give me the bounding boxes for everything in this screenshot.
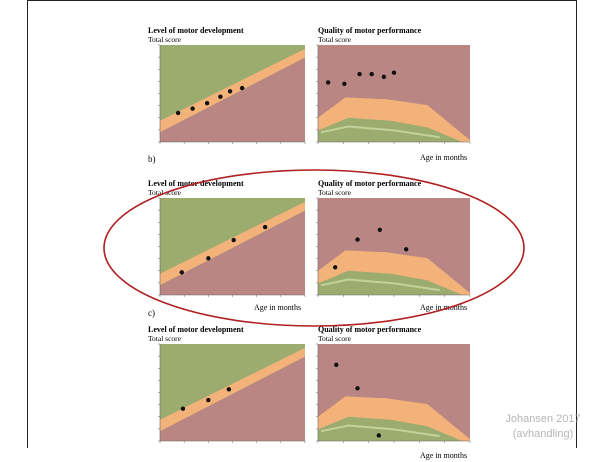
panel-label: c) [148,308,155,318]
chart-title: Quality of motor performance [318,26,422,35]
data-point [325,80,331,85]
median-line [320,278,440,292]
row2-right-chart: Quality of motor performance Total score… [316,179,471,312]
chart-title: Level of motor development [148,325,244,334]
data-point [357,71,362,77]
data-point [403,247,409,252]
data-point [179,270,184,275]
data-point [376,433,381,438]
below-zone [160,356,305,441]
frame-top-line [27,0,577,1]
caption-line-1: Johansen 2017 [505,413,581,425]
row1-right-chart: Quality of motor performance Total score… [316,26,471,162]
data-point [377,227,383,233]
data-point [231,237,236,243]
plot-area [316,44,471,144]
chart-subtitle: Total score [318,188,352,197]
median-line [320,424,440,438]
typical-zone [160,347,305,432]
chart-title: Quality of motor performance [318,179,422,188]
typical-zone [160,201,305,286]
plot-area [158,197,306,297]
data-point [262,224,268,230]
data-point [190,106,195,111]
chart-title: Quality of motor performance [318,325,422,334]
chart-subtitle: Total score [318,334,352,343]
caption-line-2: (avhandling) [512,428,574,440]
source-caption: Johansen 2017 (avhandling) [488,412,598,442]
data-point [227,89,233,94]
frame-right-line [576,0,577,448]
typical-zone [160,48,305,133]
data-point [342,81,347,87]
data-point [391,70,397,75]
row3-right-chart: Quality of motor performance Total score… [316,325,471,460]
data-point [381,74,387,80]
x-axis-label: Age in months [420,153,467,162]
data-point [369,71,374,77]
data-point [239,85,245,91]
data-point [218,94,223,99]
data-point [206,397,211,403]
plot-area [158,44,306,144]
data-point [204,101,210,106]
chart-subtitle: Total score [148,334,182,343]
chart-subtitle: Total score [148,35,182,44]
data-point [175,110,181,116]
chart-title: Level of motor development [148,26,244,35]
data-point [180,406,186,411]
median-line [320,125,440,139]
x-axis-label: Age in months [254,303,301,312]
highlight-ellipse [103,169,525,327]
row2-left-chart: Level of motor development Total score c… [148,179,306,318]
panel-label: b) [148,154,156,164]
plot-area [158,343,306,443]
data-point [334,362,339,367]
row1-left-chart: Level of motor development Total score b… [148,26,306,164]
frame-left-line [27,0,28,448]
plot-area [316,197,471,297]
data-point [355,237,360,242]
below-zone [160,57,305,142]
x-axis-label: Age in months [420,303,467,312]
data-point [333,265,338,270]
x-axis-label: Age in months [420,451,467,460]
row3-left-chart: Level of motor development Total score [148,325,306,443]
chart-subtitle: Total score [318,35,352,44]
data-point [206,256,211,261]
data-point [226,387,232,392]
below-zone [160,210,305,295]
plot-area [316,343,471,443]
data-point [355,386,360,391]
